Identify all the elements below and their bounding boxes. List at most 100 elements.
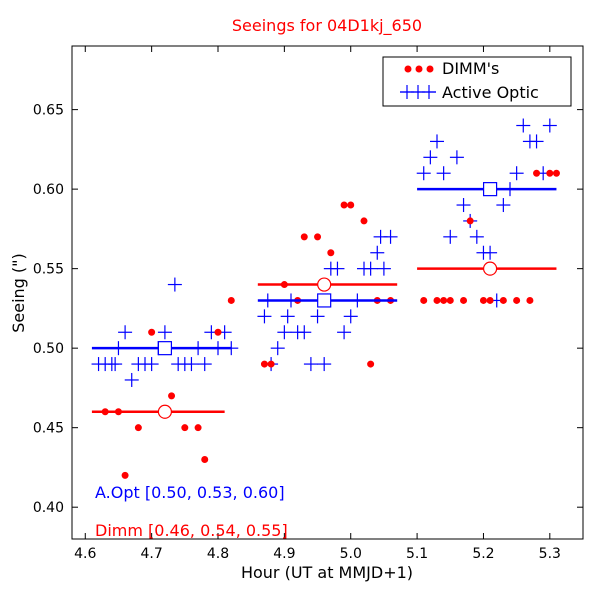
active-optic-point [280,309,295,324]
y-axis-label: Seeing (") [9,253,28,333]
chart-title: Seeings for 04D1kj_650 [232,16,422,36]
dimm-point [134,424,142,432]
dimm-point [300,233,308,241]
dimm-point [327,249,335,257]
legend-label-dimm: DIMM's [442,59,499,78]
dimm-point [466,217,474,225]
active-optic-mean-marker [157,341,173,356]
y-tick-label: 0.45 [33,421,64,437]
active-optic-mean-marker [317,293,332,308]
x-tick-label: 4.9 [273,546,295,562]
active-optic-point [456,198,471,213]
y-tick-label: 0.55 [33,262,64,278]
dimm-point [440,296,448,304]
dimm-point [267,360,275,368]
dimm-point [513,296,521,304]
active-optic-point [257,309,272,324]
active-optic-point [483,245,498,260]
y-tick-label: 0.40 [33,500,64,516]
active-optic-point [363,261,378,276]
dimm-point [168,392,176,400]
dimm-point [194,424,202,432]
dimm-mean-marker [157,404,173,419]
dimm-point [479,296,487,304]
tick-labels: 4.6 4.7 4.8 4.9 5.0 5.1 5.2 5.3 0.40 0.45 0.50 0.55… [33,103,561,562]
active-optic-point [423,150,438,165]
bin-means [91,182,557,419]
dimm-point [201,455,209,463]
active-optic-point [270,341,285,356]
active-optic-point [469,229,484,244]
active-optic-point [529,134,544,149]
dimm-point [546,169,554,177]
active-optic-point [197,357,212,372]
active-optic-point [108,357,123,372]
legend-box [382,56,572,107]
dimm-point [148,328,156,336]
active-optic-point [124,372,139,387]
active-optic-point [337,325,352,340]
tick-marks [72,46,583,539]
aopt-summary-annotation: A.Opt [0.50, 0.53, 0.60] [95,483,285,502]
legend-dimm-marker [404,65,434,73]
y-tick-label: 0.65 [33,103,64,119]
dimm-point [552,169,560,177]
dimm-point [446,296,454,304]
active-optic-point [297,325,312,340]
active-optic-point [317,357,332,372]
x-axis-label: Hour (UT at MMJD+1) [241,563,413,582]
legend-label-active-optic: Active Optic [442,83,539,102]
legend-dimm-dot [415,65,423,73]
dimm-point [347,201,355,209]
active-optic-point [144,357,159,372]
active-optic-point [509,166,524,181]
dimm-point [260,360,268,368]
x-tick-label: 4.6 [74,546,96,562]
dimm-point [340,201,348,209]
dimm-mean-marker [482,261,498,276]
active-optic-mean-marker [482,182,498,197]
active-optic-point [496,198,511,213]
dimm-summary-annotation: Dimm [0.46, 0.54, 0.55] [95,521,288,540]
active-optic-point [383,229,398,244]
active-optic-point [157,325,172,340]
dimm-point [227,296,235,304]
dimm-point [460,296,468,304]
dimm-point [533,169,541,177]
active-optic-point [376,261,391,276]
legend-dimm-dot [426,65,434,73]
x-tick-label: 5.1 [406,546,428,562]
active-optic-point [303,357,318,372]
dimm-point [360,217,368,225]
plot-frame [71,45,584,540]
x-tick-label: 5.3 [539,546,561,562]
x-tick-label: 5.2 [472,546,494,562]
active-optic-point [118,325,133,340]
active-optic-point [443,229,458,244]
y-tick-label: 0.60 [33,182,64,198]
active-optic-point [449,150,464,165]
x-tick-label: 4.7 [141,546,163,562]
dimm-point [314,233,322,241]
active-optic-point [310,309,325,324]
active-optic-point [416,166,431,181]
legend-ao-plus [422,85,436,99]
legend: DIMM's Active Optic [382,56,572,107]
active-optic-point [184,357,199,372]
active-optic-point [370,245,385,260]
y-tick-label: 0.50 [33,341,64,357]
dimm-mean-marker [317,277,332,292]
dimm-point [121,471,129,479]
active-optic-point [516,118,531,133]
active-optic-point [343,309,358,324]
x-tick-label: 5.0 [340,546,362,562]
dimm-point [214,328,222,336]
dimm-point [433,296,441,304]
active-optic-point [542,118,557,133]
active-optic-point [277,325,292,340]
dimm-point [499,296,507,304]
legend-dimm-dot [404,65,412,73]
active-optic-point [167,277,182,292]
x-tick-label: 4.8 [207,546,229,562]
dimm-point [486,296,494,304]
